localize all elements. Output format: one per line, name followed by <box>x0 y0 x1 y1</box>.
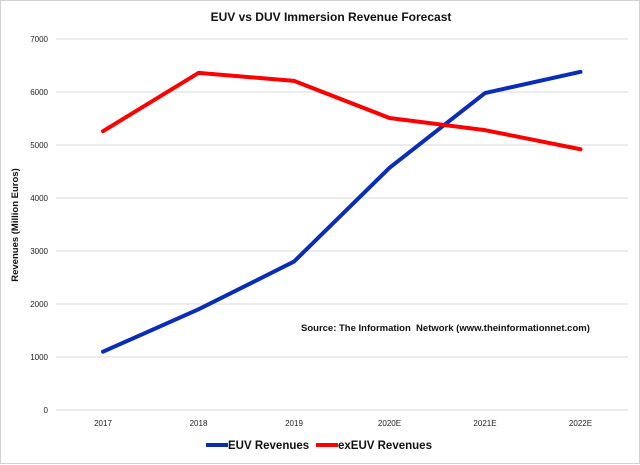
y-tick-label: 1000 <box>30 353 48 362</box>
x-tick-label: 2022E <box>569 419 592 428</box>
y-tick-label: 0 <box>44 406 49 415</box>
gridlines <box>56 39 628 410</box>
source-annotation: Source: The Information Network (www.the… <box>301 323 590 334</box>
series-line-euv-revenues <box>103 72 581 352</box>
y-tick-label: 3000 <box>30 247 48 256</box>
x-tick-label: 2020E <box>378 419 401 428</box>
legend-label: EUV Revenues <box>228 440 309 452</box>
y-tick-label: 4000 <box>30 194 48 203</box>
y-tick-label: 5000 <box>30 141 48 150</box>
y-axis-label: Revenues (Million Euros) <box>10 168 21 282</box>
y-tick-label: 2000 <box>30 300 48 309</box>
y-axis-ticks: 0 1000 2000 3000 4000 5000 6000 7000 <box>30 35 48 415</box>
x-tick-label: 2019 <box>285 419 303 428</box>
x-axis-ticks: 2017 2018 2019 2020E 2021E 2022E <box>94 419 592 428</box>
x-tick-label: 2018 <box>190 419 208 428</box>
y-tick-label: 7000 <box>30 35 48 44</box>
series-lines <box>103 72 581 352</box>
x-tick-label: 2021E <box>473 419 496 428</box>
legend: EUV Revenues exEUV Revenues <box>206 440 432 452</box>
chart-title: EUV vs DUV Immersion Revenue Forecast <box>211 10 452 24</box>
y-tick-label: 6000 <box>30 88 48 97</box>
series-line-exeuv-revenues <box>103 73 581 149</box>
x-tick-label: 2017 <box>94 419 112 428</box>
legend-label: exEUV Revenues <box>338 440 432 452</box>
